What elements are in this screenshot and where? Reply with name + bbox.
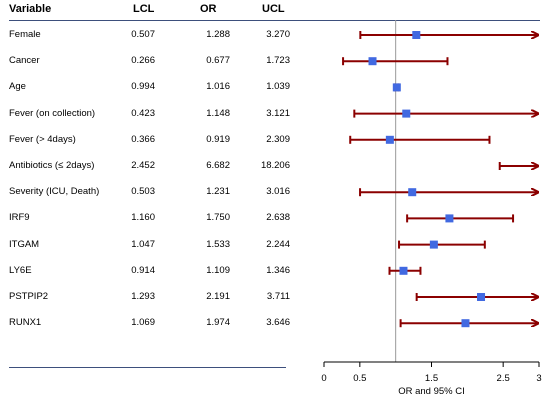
row-or: 1.231 — [206, 186, 230, 198]
row-or: 0.919 — [206, 133, 230, 145]
x-tick-label: 0.5 — [353, 373, 366, 384]
row-ucl: 3.646 — [266, 317, 290, 329]
row-ucl: 2.638 — [266, 212, 290, 224]
or-point — [385, 135, 394, 144]
x-tick-label: 3 — [536, 373, 541, 384]
row-lcl: 0.914 — [131, 264, 155, 276]
or-point — [429, 240, 438, 249]
row-variable: Age — [9, 81, 26, 93]
row-or: 0.677 — [206, 55, 230, 67]
row-ucl: 1.346 — [266, 264, 290, 276]
row-ucl: 1.039 — [266, 81, 290, 93]
row-variable: Severity (ICU, Death) — [9, 186, 100, 198]
row-variable: LY6E — [9, 264, 32, 276]
x-tick-label: 2.5 — [497, 373, 510, 384]
row-variable: Antibiotics (≤ 2days) — [9, 160, 95, 171]
row-ucl: 3.016 — [266, 186, 290, 198]
row-lcl: 1.160 — [131, 212, 155, 224]
x-tick-label: 0 — [321, 373, 326, 384]
row-lcl: 0.266 — [131, 55, 155, 67]
row-or: 6.682 — [206, 160, 230, 171]
row-ucl: 3.121 — [266, 107, 290, 119]
x-tick-label: 1.5 — [425, 373, 438, 384]
row-lcl: 2.452 — [131, 160, 155, 171]
row-variable: ITGAM — [9, 238, 40, 250]
header-variable: Variable — [9, 3, 52, 15]
row-lcl: 0.994 — [131, 81, 155, 93]
row-ucl: 2.309 — [266, 133, 290, 145]
row-lcl: 0.507 — [131, 29, 155, 40]
or-point — [461, 319, 470, 328]
header-ucl: UCL — [262, 3, 285, 15]
row-lcl: 1.069 — [131, 317, 155, 329]
row-lcl: 0.423 — [131, 107, 155, 119]
or-point — [368, 57, 377, 66]
row-or: 1.288 — [206, 29, 230, 40]
row-ucl: 3.711 — [266, 291, 290, 302]
row-variable: Fever (on collection) — [9, 107, 96, 119]
row-variable: IRF9 — [9, 212, 30, 224]
row-variable: Female — [9, 29, 41, 40]
row-ucl: 2.244 — [266, 238, 290, 250]
row-ucl: 18.206 — [260, 160, 290, 171]
row-or: 1.148 — [206, 107, 230, 119]
or-point — [477, 293, 486, 301]
x-axis-label: OR and 95% CI — [398, 386, 465, 397]
row-variable: Cancer — [9, 55, 40, 67]
row-lcl: 0.503 — [131, 186, 155, 198]
row-variable: Fever (> 4days) — [9, 133, 76, 145]
row-lcl: 1.293 — [131, 291, 155, 302]
or-point — [412, 31, 421, 39]
row-or: 1.533 — [206, 238, 230, 250]
header-rule — [9, 20, 540, 21]
or-point — [408, 188, 417, 197]
row-ucl: 3.270 — [266, 29, 290, 40]
row-or: 1.016 — [206, 81, 230, 93]
table-bottom-rule — [9, 367, 286, 368]
row-ucl: 1.723 — [266, 55, 290, 67]
row-or: 1.109 — [206, 264, 230, 276]
or-point — [399, 266, 408, 275]
row-variable: RUNX1 — [9, 317, 42, 329]
row-lcl: 0.366 — [131, 133, 155, 145]
or-point — [392, 83, 401, 92]
row-lcl: 1.047 — [131, 238, 155, 250]
row-or: 1.974 — [206, 317, 230, 329]
row-variable: PSTPIP2 — [9, 291, 49, 302]
header-lcl: LCL — [133, 3, 155, 15]
row-or: 1.750 — [206, 212, 230, 224]
header-or: OR — [200, 3, 217, 15]
row-or: 2.191 — [206, 291, 230, 302]
or-point — [445, 214, 454, 223]
or-point — [402, 109, 411, 118]
